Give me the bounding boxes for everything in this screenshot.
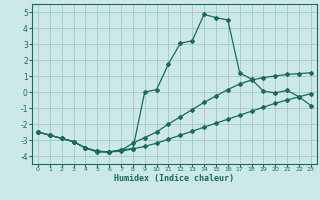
X-axis label: Humidex (Indice chaleur): Humidex (Indice chaleur) xyxy=(115,174,234,183)
